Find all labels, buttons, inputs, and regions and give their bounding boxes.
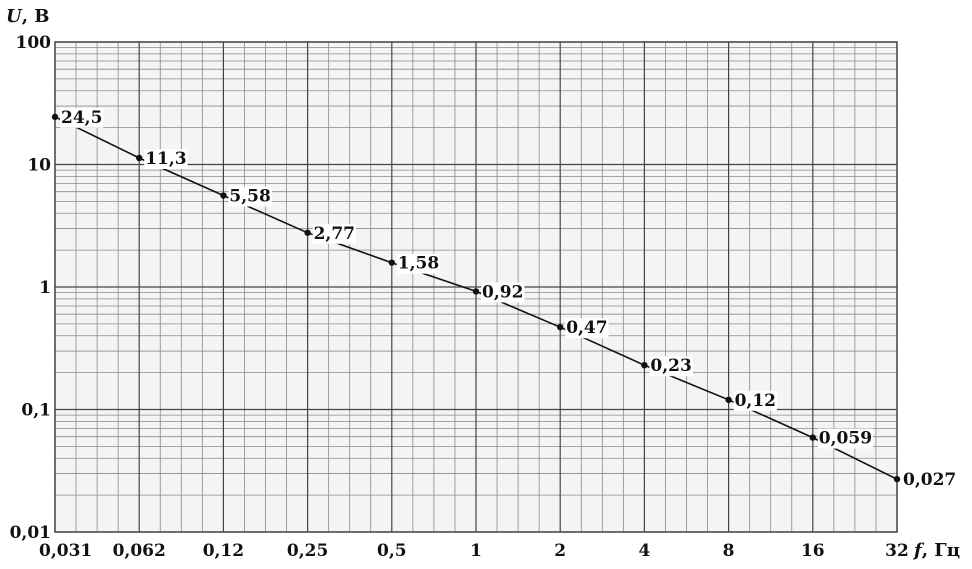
data-label: 0,027 [903, 470, 956, 490]
data-point [809, 434, 816, 441]
data-label: 0,12 [735, 391, 776, 411]
y-axis-title: U, В [6, 6, 49, 27]
data-label-background [144, 148, 188, 169]
data-label-background [565, 318, 609, 339]
data-label: 1,58 [398, 254, 439, 274]
x-tick-label: 8 [723, 541, 735, 561]
plot-frame [54, 41, 898, 533]
data-point [51, 113, 59, 121]
x-tick-label: 2 [554, 541, 566, 561]
data-point [136, 154, 143, 162]
data-point [557, 323, 564, 331]
data-labels: 24,5 11,3 5,58 2,77 1,58 0,92 0,47 0,23 0,12 0,05… [60, 107, 958, 491]
data-label: 0,059 [819, 429, 872, 449]
x-tick-label: 16 [801, 541, 825, 561]
series-layer [51, 113, 901, 483]
data-label-background [228, 186, 272, 207]
data-point [220, 192, 227, 199]
data-label: 0,47 [566, 318, 607, 338]
data-label-background [902, 470, 958, 491]
data-point [641, 361, 648, 369]
x-tick-label: 0,062 [113, 541, 166, 561]
x-tick-label: 4 [638, 541, 650, 561]
y-tick-label: 100 [16, 33, 52, 53]
data-label: 2,77 [314, 224, 355, 244]
data-label-background [60, 107, 104, 128]
data-label: 24,5 [61, 108, 102, 128]
x-tick-label: 0,031 [39, 541, 92, 561]
x-tick-label: 32 [885, 541, 909, 561]
y-tick-label: 1 [39, 278, 51, 298]
x-tick-label: 0,25 [287, 541, 328, 561]
x-tick-label: 0,5 [377, 541, 407, 561]
tick-labels: 0,031 0,062 0,12 0,25 0,5 1 2 4 8 16 32 100 10 1 0,1 0,… [10, 33, 909, 561]
data-point [304, 229, 311, 236]
data-label: 11,3 [145, 149, 186, 169]
data-point [725, 396, 732, 404]
data-label-background [733, 390, 778, 411]
data-label: 5,58 [229, 187, 270, 207]
data-label: 0,92 [482, 282, 523, 302]
data-label-background [649, 356, 693, 377]
data-label-background [817, 428, 874, 449]
y-tick-label: 0,1 [21, 401, 51, 421]
data-label-background [312, 223, 357, 244]
x-tick-label: 0,12 [203, 541, 244, 561]
grid [54, 41, 898, 533]
x-tick-label: 1 [470, 541, 482, 561]
data-label: 0,23 [650, 356, 691, 376]
data-label-background [396, 253, 441, 274]
data-point [472, 288, 480, 295]
y-tick-label: 0,01 [10, 523, 51, 543]
x-axis-title: f, Гц [912, 540, 960, 561]
y-tick-label: 10 [27, 156, 51, 176]
data-point [388, 259, 395, 266]
data-point [893, 475, 901, 483]
data-label-background [481, 282, 525, 303]
